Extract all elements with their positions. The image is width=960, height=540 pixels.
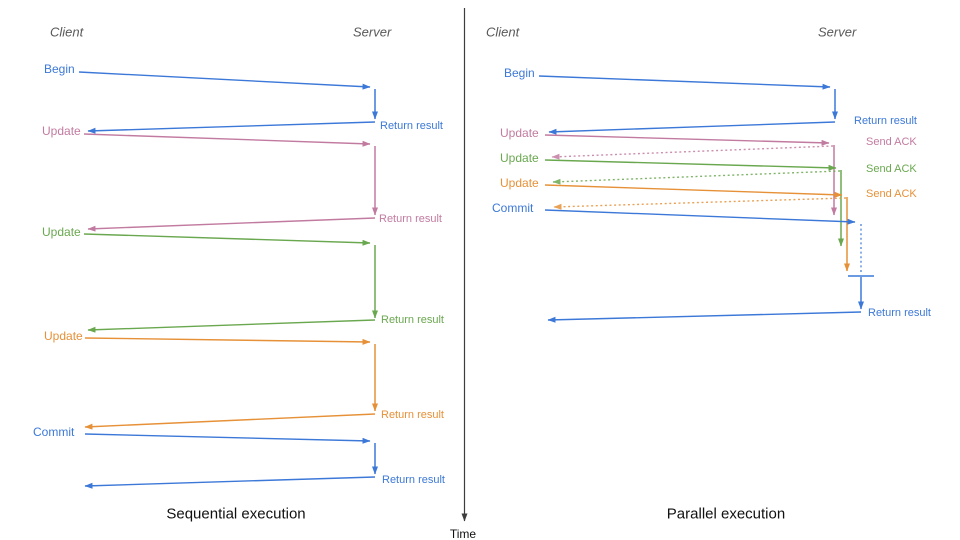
parallel-execution-title: Parallel execution xyxy=(667,506,785,523)
seq-update3-return-arrow xyxy=(84,413,376,430)
par-server-label: Server xyxy=(818,25,857,40)
seq-return-result-2: Return result xyxy=(379,213,442,225)
par-begin-request-arrow xyxy=(538,75,831,90)
par-update-1-label: Update xyxy=(500,126,539,140)
par-return-result-top: Return result xyxy=(854,115,917,127)
seq-update-3-label: Update xyxy=(44,329,83,343)
seq-commit-label: Commit xyxy=(33,425,75,439)
par-commit-return-arrow xyxy=(547,311,862,323)
seq-update-1-label: Update xyxy=(42,124,81,138)
seq-return-result-4: Return result xyxy=(381,409,444,421)
seq-begin-request-arrow xyxy=(78,71,371,90)
sequential-execution-title: Sequential execution xyxy=(166,506,305,523)
seq-client-label: Client xyxy=(50,25,85,40)
time-axis-label: Time xyxy=(450,527,477,540)
seq-begin-label: Begin xyxy=(44,62,75,76)
seq-return-result-1: Return result xyxy=(380,120,443,132)
par-begin-label: Begin xyxy=(504,66,535,80)
seq-update1-request-arrow xyxy=(83,133,371,147)
par-client-label: Client xyxy=(486,25,521,40)
par-update-3-label: Update xyxy=(500,176,539,190)
seq-server-label: Server xyxy=(353,25,392,40)
par-update2-ack-arrow xyxy=(552,170,841,185)
par-commit-request-arrow xyxy=(544,209,856,225)
par-update-2-label: Update xyxy=(500,151,539,165)
seq-return-result-5: Return result xyxy=(382,474,445,486)
par-update1-ack-arrow xyxy=(551,145,834,160)
seq-update3-request-arrow xyxy=(84,337,371,345)
par-send-ack-3: Send ACK xyxy=(866,188,917,200)
par-return-result-bottom: Return result xyxy=(868,307,931,319)
seq-update1-return-arrow xyxy=(87,217,376,232)
seq-update2-request-arrow xyxy=(83,233,371,246)
par-update3-request-arrow xyxy=(544,184,843,198)
par-send-ack-1: Send ACK xyxy=(866,136,917,148)
seq-begin-return-arrow xyxy=(87,121,376,134)
seq-commit-return-arrow xyxy=(84,476,376,489)
seq-commit-request-arrow xyxy=(84,433,371,444)
seq-update2-return-arrow xyxy=(87,319,376,333)
seq-return-result-3: Return result xyxy=(381,314,444,326)
par-send-ack-2: Send ACK xyxy=(866,163,917,175)
par-update3-ack-arrow xyxy=(553,197,847,210)
par-update2-request-arrow xyxy=(544,159,837,171)
par-commit-label: Commit xyxy=(492,201,534,215)
par-update1-request-arrow xyxy=(544,134,830,146)
seq-update-2-label: Update xyxy=(42,225,81,239)
par-begin-return-arrow xyxy=(548,121,836,135)
